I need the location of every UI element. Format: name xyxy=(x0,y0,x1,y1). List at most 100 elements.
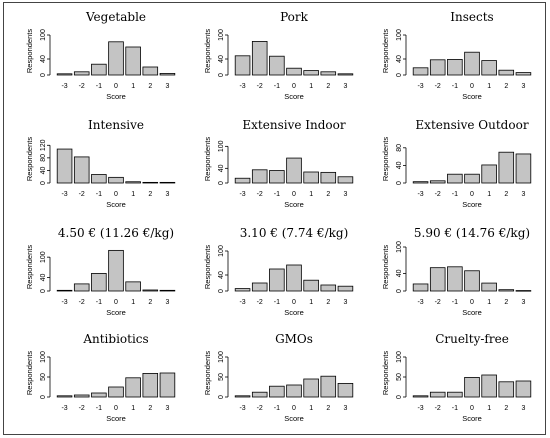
panel-title: Pork xyxy=(280,10,309,24)
panel-11: GMOs -3 -2 -1 0 1 2 3 Score 0 50 100 Respondents xyxy=(203,332,354,423)
y-tick-label: 40 xyxy=(40,55,47,63)
x-tick-label: 3 xyxy=(343,299,347,306)
bar-2 xyxy=(142,181,159,184)
y-tick-label: 0 xyxy=(218,181,225,185)
bar-2 xyxy=(320,284,337,292)
panel-3: Insects -3 -2 -1 0 1 2 3 Score 0 40 100 Respondents xyxy=(381,10,532,101)
x-tick-label: 2 xyxy=(326,405,330,412)
bar--2 xyxy=(251,169,268,184)
bar--3 xyxy=(56,73,73,76)
x-tick-label: 1 xyxy=(487,405,491,412)
bar--3 xyxy=(234,177,251,184)
y-tick-label: 100 xyxy=(40,29,47,41)
bar-1 xyxy=(125,377,141,398)
x-tick-label: 1 xyxy=(487,299,491,306)
panel-title: 4.50 € (11.26 €/kg) xyxy=(58,226,174,240)
x-tick-label: 2 xyxy=(326,299,330,306)
y-tick-label: 0 xyxy=(396,181,403,185)
x-tick-label: -3 xyxy=(417,83,423,90)
bar-0 xyxy=(464,270,480,292)
x-tick-label: 3 xyxy=(521,83,525,90)
panel-title: Antibiotics xyxy=(82,332,148,346)
y-axis-label: Respondents xyxy=(381,137,390,181)
bar-1 xyxy=(303,171,319,184)
bar--2 xyxy=(429,59,446,76)
x-tick-label: -2 xyxy=(79,191,85,198)
bar-3 xyxy=(159,372,176,398)
x-tick-label: 0 xyxy=(470,405,474,412)
bar-2 xyxy=(320,375,337,398)
y-tick-label: 40 xyxy=(396,55,403,63)
x-tick-label: 0 xyxy=(292,191,296,198)
bar-3 xyxy=(515,380,532,398)
x-tick-label: 2 xyxy=(148,83,152,90)
bar-3 xyxy=(337,285,354,292)
bar--1 xyxy=(269,385,285,398)
x-axis-label: Score xyxy=(462,308,482,317)
x-tick-label: 3 xyxy=(343,191,347,198)
x-tick-label: 1 xyxy=(131,191,135,198)
y-tick-label: 80 xyxy=(396,144,403,152)
x-tick-label: 1 xyxy=(309,299,313,306)
bar--1 xyxy=(91,174,107,184)
x-axis-label: Score xyxy=(106,308,126,317)
bar--3 xyxy=(234,395,251,398)
x-tick-label: -1 xyxy=(274,405,280,412)
panel-9: 5.90 € (14.76 €/kg) -3 -2 -1 0 1 2 3 Score 0 40 100… xyxy=(381,226,532,317)
y-tick-label: 0 xyxy=(40,181,47,185)
x-tick-label: -2 xyxy=(257,191,263,198)
y-tick-label: 100 xyxy=(218,245,225,257)
bar--1 xyxy=(447,59,463,76)
panel-2: Pork -3 -2 -1 0 1 2 3 Score 0 40 100 Respondents xyxy=(203,10,354,101)
x-tick-label: -1 xyxy=(96,191,102,198)
x-tick-label: 0 xyxy=(114,191,118,198)
x-tick-label: 0 xyxy=(470,299,474,306)
x-tick-label: -2 xyxy=(435,405,441,412)
bar-0 xyxy=(286,67,302,76)
y-axis-label: Respondents xyxy=(25,29,34,73)
y-axis-label: Respondents xyxy=(203,245,212,289)
x-tick-label: 1 xyxy=(309,405,313,412)
bar-1 xyxy=(481,374,497,398)
bar--1 xyxy=(447,266,463,292)
y-tick-label: 40 xyxy=(40,273,47,281)
bar-0 xyxy=(464,173,480,184)
x-tick-label: -3 xyxy=(239,405,245,412)
x-axis-label: Score xyxy=(106,92,126,101)
bar-0 xyxy=(108,249,124,292)
y-axis-label: Respondents xyxy=(203,351,212,395)
x-tick-label: 3 xyxy=(165,405,169,412)
y-axis-label: Respondents xyxy=(381,29,390,73)
bar-3 xyxy=(515,153,532,184)
bar-1 xyxy=(303,279,319,292)
bar-0 xyxy=(108,176,124,184)
x-axis-label: Score xyxy=(284,200,304,209)
panel-1: Vegetable -3 -2 -1 0 1 2 3 Score 0 40 100 Respondent… xyxy=(25,10,176,101)
x-tick-label: 2 xyxy=(148,299,152,306)
bar-3 xyxy=(515,290,532,292)
bar-3 xyxy=(337,73,354,76)
y-tick-label: 40 xyxy=(218,271,225,279)
y-tick-label: 100 xyxy=(396,241,403,253)
x-tick-label: 2 xyxy=(326,191,330,198)
x-tick-label: -2 xyxy=(79,83,85,90)
bar-3 xyxy=(159,73,176,76)
x-axis-label: Score xyxy=(106,414,126,423)
bar-1 xyxy=(481,282,497,292)
x-tick-label: -3 xyxy=(417,405,423,412)
panel-4: Intensive -3 -2 -1 0 1 2 3 Score 0 40 80 120 Responde… xyxy=(25,118,176,209)
bar--1 xyxy=(269,170,285,184)
x-axis-label: Score xyxy=(284,414,304,423)
x-tick-label: 1 xyxy=(131,83,135,90)
x-tick-label: 2 xyxy=(504,405,508,412)
x-tick-label: -2 xyxy=(79,405,85,412)
bar-2 xyxy=(498,69,515,76)
bar--2 xyxy=(73,71,90,76)
x-axis-label: Score xyxy=(284,308,304,317)
x-tick-label: -3 xyxy=(61,405,67,412)
x-tick-label: 0 xyxy=(292,299,296,306)
bar--1 xyxy=(91,63,107,76)
bar-1 xyxy=(303,70,319,76)
x-tick-label: 3 xyxy=(343,405,347,412)
x-tick-label: -2 xyxy=(435,83,441,90)
